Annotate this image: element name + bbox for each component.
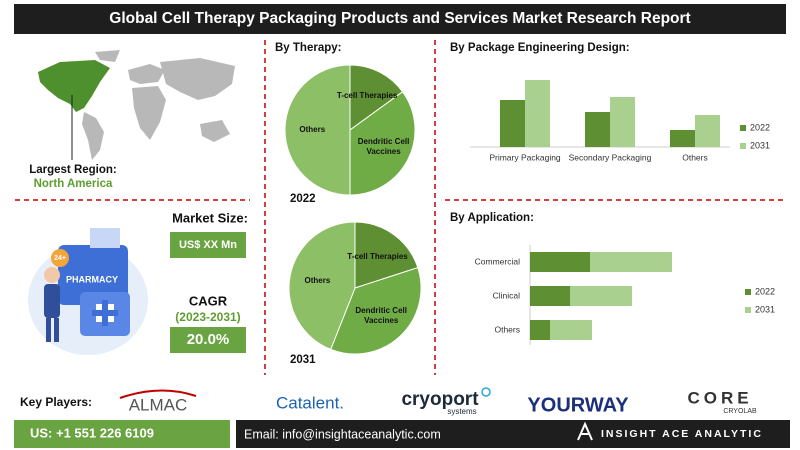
- bar: [500, 100, 525, 147]
- x-tick-label: Secondary Packaging: [569, 152, 652, 162]
- email: Email: info@insightaceanalytic.com: [244, 427, 441, 441]
- logo-core-sub: CRYOLAB: [723, 408, 757, 415]
- logo-yourway: YOURWAY: [527, 394, 629, 416]
- x-tick-label: Others: [682, 152, 708, 162]
- bar: [530, 320, 550, 340]
- chart-title: By Package Engineering Design:: [450, 42, 630, 54]
- slice-label: T-cell Therapies: [336, 91, 398, 101]
- market-size-box: [170, 232, 246, 258]
- pharmacy-sign: PHARMACY: [66, 274, 118, 284]
- y-tick-label: Commercial: [475, 256, 520, 266]
- pie-slice: [330, 266, 422, 355]
- cagr-box: [170, 327, 246, 353]
- brand: INSIGHT ACE ANALYTIC: [601, 428, 763, 440]
- logo-cryoport-sub: systems: [447, 407, 476, 416]
- bar: [590, 252, 672, 272]
- market-size-value: US$ XX Mn: [179, 239, 237, 251]
- legend-label: 2031: [755, 304, 775, 314]
- slice-label: Dendritic Cell Vaccines: [357, 137, 410, 157]
- legend-label: 2031: [750, 140, 770, 150]
- x-tick-label: Primary Packaging: [489, 152, 561, 162]
- pie-slice: [349, 91, 416, 196]
- cryoport-dot: [481, 387, 491, 397]
- region-value: North America: [34, 178, 113, 190]
- phone: US: +1 551 226 6109: [30, 425, 154, 440]
- pie-slice: [284, 64, 351, 196]
- therapy-title: By Therapy:: [275, 42, 341, 54]
- players-label: Key Players:: [20, 395, 92, 409]
- bar: [585, 112, 610, 147]
- brand-icon: [577, 421, 593, 441]
- pharmacy-illustration: [28, 228, 148, 355]
- slice-label: T-cell Therapies: [347, 252, 408, 262]
- bar: [530, 252, 590, 272]
- bar: [695, 115, 720, 147]
- logo-cryoport: cryoport: [401, 389, 479, 410]
- cagr-period: (2023-2031): [175, 310, 240, 324]
- slice-label: Others: [299, 125, 326, 134]
- legend-swatch: [740, 125, 746, 131]
- legend-swatch: [745, 289, 751, 295]
- legend-label: 2022: [755, 286, 775, 296]
- chart-title: By Application:: [450, 212, 534, 224]
- title: Global Cell Therapy Packaging Products a…: [109, 10, 690, 27]
- pie-slice: [354, 221, 419, 289]
- pie-slice: [349, 64, 404, 131]
- logo-catalent: Catalent.: [276, 393, 344, 412]
- pie-slice: [288, 221, 356, 351]
- phone-box: [14, 420, 230, 448]
- footer-bar: [236, 420, 790, 448]
- bar: [530, 286, 570, 306]
- cagr-value: 20.0%: [187, 331, 230, 348]
- world-map: [38, 50, 235, 160]
- title-bar: [14, 4, 786, 34]
- separators: [15, 40, 785, 375]
- y-tick-label: Others: [494, 324, 520, 334]
- bar: [570, 286, 632, 306]
- legend-label: 2022: [750, 122, 770, 132]
- logo-core: CORE: [687, 388, 752, 407]
- bar: [525, 80, 550, 147]
- bar: [670, 130, 695, 147]
- pie-year: 2031: [290, 354, 316, 366]
- bar: [550, 320, 592, 340]
- pie-year: 2022: [290, 193, 316, 205]
- almac-arc: [119, 389, 197, 399]
- region-label: Largest Region:: [29, 164, 117, 176]
- cagr-label: CAGR: [189, 293, 228, 308]
- slice-label: Dendritic Cell Vaccines: [355, 305, 407, 325]
- y-tick-label: Clinical: [493, 290, 521, 300]
- slice-label: Others: [304, 275, 331, 285]
- legend-swatch: [740, 143, 746, 149]
- legend-swatch: [745, 307, 751, 313]
- market-size-label: Market Size:: [172, 210, 248, 225]
- logo-almac: ALMAC: [129, 395, 188, 414]
- bar: [610, 97, 635, 147]
- badge: 24+: [54, 255, 66, 262]
